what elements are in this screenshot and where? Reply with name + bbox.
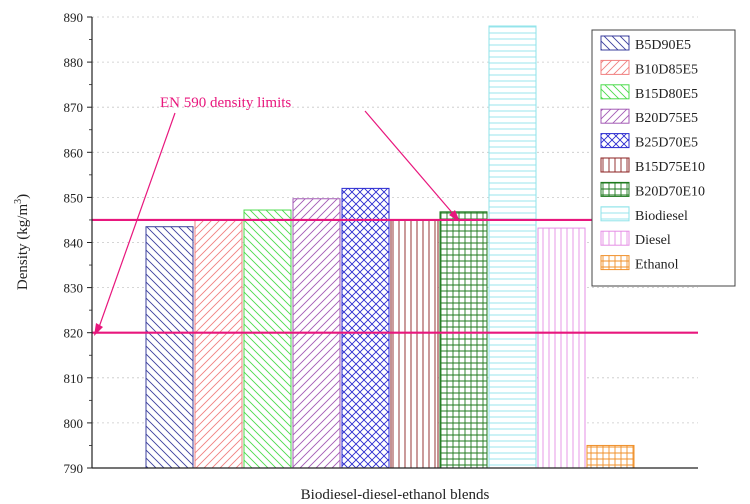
bar-Biodiesel bbox=[489, 26, 536, 468]
y-tick-label: 870 bbox=[64, 100, 84, 115]
legend-swatch-B15D75E10 bbox=[601, 158, 629, 172]
y-tick-label: 840 bbox=[64, 236, 84, 251]
legend-label: B20D70E10 bbox=[635, 184, 705, 199]
annotation-arrowhead-left bbox=[94, 323, 103, 336]
bar-B5D90E5 bbox=[146, 227, 193, 468]
y-tick-label: 890 bbox=[64, 10, 84, 25]
bar-Diesel bbox=[538, 228, 585, 468]
y-tick-label: 810 bbox=[64, 371, 84, 386]
y-tick-label: 880 bbox=[64, 55, 84, 70]
legend-label: B5D90E5 bbox=[635, 38, 691, 53]
legend: B5D90E5 B10D85E5 B15D80E5 B20D75E5 B25D70E5 B… bbox=[592, 30, 735, 286]
y-axis-label-close: ) bbox=[15, 194, 31, 199]
legend-label: Biodiesel bbox=[635, 209, 688, 224]
legend-swatch-B10D85E5 bbox=[601, 60, 629, 74]
bar-B15D80E5 bbox=[244, 210, 291, 468]
legend-label: B15D75E10 bbox=[635, 160, 705, 175]
legend-label: B15D80E5 bbox=[635, 87, 698, 102]
legend-swatch-B20D75E5 bbox=[601, 109, 629, 123]
bar-B20D70E10 bbox=[440, 212, 487, 468]
bars bbox=[146, 26, 634, 468]
bar-Ethanol bbox=[587, 445, 634, 468]
legend-label: Ethanol bbox=[635, 258, 679, 273]
bar-B15D75E10 bbox=[391, 220, 438, 468]
legend-swatch-B5D90E5 bbox=[601, 36, 629, 50]
legend-label: B10D85E5 bbox=[635, 62, 698, 77]
legend-swatch-Ethanol bbox=[601, 256, 629, 270]
y-tick-label: 860 bbox=[64, 145, 84, 160]
y-tick-label: 800 bbox=[64, 416, 84, 431]
legend-swatch-B15D80E5 bbox=[601, 85, 629, 99]
legend-label: Diesel bbox=[635, 233, 671, 248]
y-tick-label: 820 bbox=[64, 326, 84, 341]
legend-swatch-Diesel bbox=[601, 231, 629, 245]
y-axis-label: Density (kg/m3) bbox=[13, 194, 31, 290]
legend-swatch-B25D70E5 bbox=[601, 134, 629, 148]
y-tick-label: 830 bbox=[64, 281, 84, 296]
legend-label: B20D75E5 bbox=[635, 111, 698, 126]
y-axis-label-main: Density (kg/m bbox=[15, 204, 31, 291]
y-tick-label: 850 bbox=[64, 190, 84, 205]
x-axis-label: Biodiesel-diesel-ethanol blends bbox=[301, 487, 490, 503]
bar-B25D70E5 bbox=[342, 188, 389, 468]
legend-swatch-B20D70E10 bbox=[601, 182, 629, 196]
annotation-text: EN 590 density limits bbox=[160, 95, 291, 111]
y-tick-label: 790 bbox=[64, 461, 84, 476]
y-ticks: 790 800 810 820 830 840 850 860 870 880 890 bbox=[64, 10, 93, 476]
bar-B10D85E5 bbox=[195, 220, 242, 468]
legend-label: B25D70E5 bbox=[635, 136, 698, 151]
legend-swatch-Biodiesel bbox=[601, 207, 629, 221]
